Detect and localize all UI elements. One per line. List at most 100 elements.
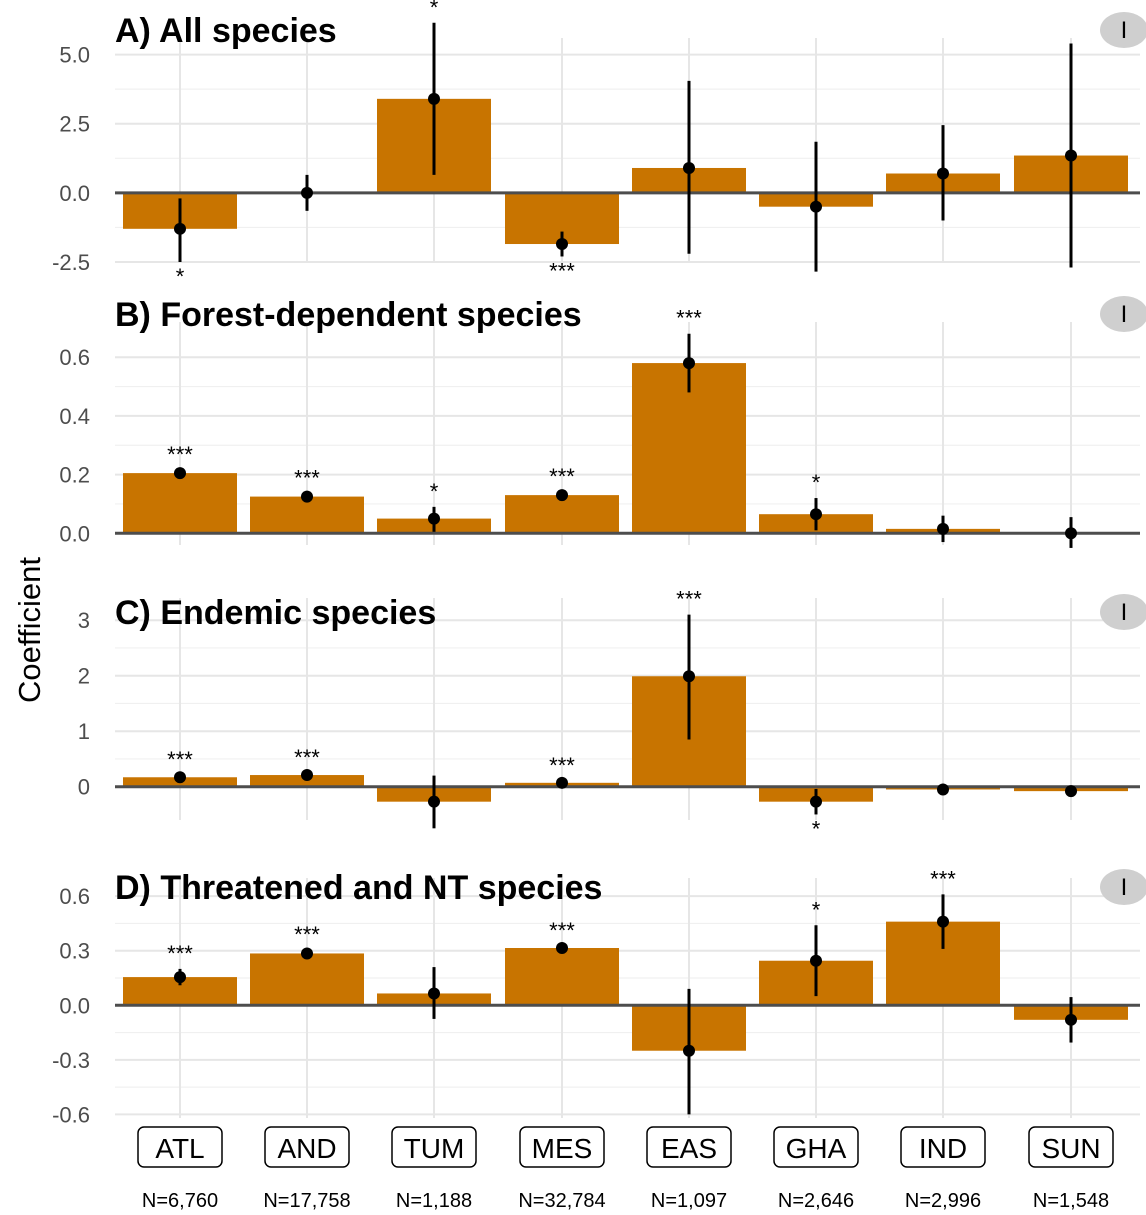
point-ind xyxy=(937,915,949,928)
point-and xyxy=(301,490,313,503)
category-label-eas: EAS xyxy=(661,1133,717,1164)
y-tick-label: 0.3 xyxy=(59,939,90,964)
bar-atl xyxy=(123,473,237,534)
significance-label: *** xyxy=(167,747,193,772)
category-label-mes: MES xyxy=(532,1133,593,1164)
point-tum xyxy=(428,92,440,105)
y-tick-label: 5.0 xyxy=(59,43,90,68)
point-eas xyxy=(683,670,695,683)
category-label-gha: GHA xyxy=(786,1133,847,1164)
point-ind xyxy=(937,167,949,180)
category-box-ind xyxy=(900,1126,986,1168)
panel-badge xyxy=(1100,869,1146,905)
y-axis-label: Coefficient xyxy=(10,557,50,703)
y-tick-label: 0.0 xyxy=(59,993,90,1018)
significance-label: *** xyxy=(930,866,956,891)
y-tick-label: 0.2 xyxy=(59,463,90,488)
point-sun xyxy=(1065,149,1077,162)
panel-title: A) All species xyxy=(115,12,337,50)
significance-label: *** xyxy=(549,918,575,943)
sample-size-label: N=17,758 xyxy=(263,1190,350,1212)
significance-label: *** xyxy=(294,466,320,491)
panel-badge-label: I xyxy=(1121,874,1128,901)
panel-badge-label: I xyxy=(1121,17,1128,44)
panel-2: 0.00.20.40.6**************B) Forest-depe… xyxy=(59,296,1146,548)
bar-and xyxy=(250,953,364,1006)
significance-label: *** xyxy=(676,306,702,331)
category-box-gha xyxy=(773,1126,859,1168)
point-mes xyxy=(556,942,568,954)
panel-badge xyxy=(1100,594,1146,630)
sample-size-label: N=32,784 xyxy=(518,1190,605,1212)
point-mes xyxy=(556,776,568,789)
panel-badge-label: I xyxy=(1121,599,1128,626)
point-atl xyxy=(174,771,186,784)
category-box-sun xyxy=(1028,1126,1114,1168)
bar-and xyxy=(250,496,364,534)
significance-label: *** xyxy=(676,587,702,612)
significance-label: * xyxy=(430,479,439,504)
y-tick-label: 2.5 xyxy=(59,112,90,137)
point-tum xyxy=(428,512,440,525)
point-atl xyxy=(174,971,186,984)
y-tick-label: 2 xyxy=(78,664,90,689)
y-tick-label: 3 xyxy=(78,608,90,633)
y-tick-label: 0.0 xyxy=(59,181,90,206)
bar-mes xyxy=(505,948,619,1006)
point-eas xyxy=(683,161,695,174)
significance-label: *** xyxy=(549,464,575,489)
y-tick-label: -0.6 xyxy=(52,1102,90,1127)
y-axis-label-text: Coefficient xyxy=(12,557,47,703)
y-tick-label: 1 xyxy=(78,719,90,744)
panel-1: -2.50.02.55.0*****A) All species I xyxy=(52,0,1146,289)
point-and xyxy=(301,186,313,199)
point-tum xyxy=(428,795,440,808)
panel-title: C) Endemic species xyxy=(115,594,436,632)
y-tick-label: -2.5 xyxy=(52,250,90,275)
point-sun xyxy=(1065,527,1077,540)
point-and xyxy=(301,769,313,782)
point-tum xyxy=(428,987,440,1000)
category-box-eas xyxy=(646,1126,732,1168)
panel-badge xyxy=(1100,296,1146,332)
category-box-mes xyxy=(519,1126,605,1168)
y-tick-label: 0.6 xyxy=(59,345,90,370)
bar-mes xyxy=(505,495,619,534)
category-label-tum: TUM xyxy=(404,1133,465,1164)
category-box-tum xyxy=(391,1126,477,1168)
point-and xyxy=(301,947,313,960)
point-mes xyxy=(556,489,568,502)
sample-size-label: N=6,760 xyxy=(142,1190,218,1212)
significance-label: *** xyxy=(294,745,320,770)
panel-title: D) Threatened and NT species xyxy=(115,869,602,907)
sample-size-label: N=1,548 xyxy=(1033,1190,1109,1212)
significance-label: * xyxy=(176,264,185,289)
sample-size-label: N=1,188 xyxy=(396,1190,472,1212)
significance-label: *** xyxy=(167,941,193,966)
significance-label: *** xyxy=(294,922,320,947)
significance-label: *** xyxy=(549,258,575,283)
point-atl xyxy=(174,467,186,480)
point-ind xyxy=(937,783,949,796)
point-gha xyxy=(810,954,822,967)
point-gha xyxy=(810,508,822,521)
y-tick-label: 0 xyxy=(78,775,90,800)
significance-label: * xyxy=(812,897,821,922)
sample-size-label: N=2,646 xyxy=(778,1190,854,1212)
point-gha xyxy=(810,200,822,213)
significance-label: * xyxy=(430,0,439,20)
category-box-and xyxy=(264,1126,350,1168)
sample-size-label: N=1,097 xyxy=(651,1190,727,1212)
panel-badge-label: I xyxy=(1121,301,1128,328)
y-tick-label: 0.0 xyxy=(59,521,90,546)
point-ind xyxy=(937,522,949,535)
y-tick-label: -0.3 xyxy=(52,1048,90,1073)
significance-label: *** xyxy=(549,753,575,778)
panel-4: -0.6-0.30.00.30.6****** *******D) Threate… xyxy=(52,866,1146,1127)
point-gha xyxy=(810,795,822,808)
category-box-atl xyxy=(137,1126,223,1168)
category-label-and: AND xyxy=(277,1133,336,1164)
panel-badge xyxy=(1100,12,1146,48)
category-label-sun: SUN xyxy=(1041,1133,1100,1164)
point-eas xyxy=(683,357,695,370)
